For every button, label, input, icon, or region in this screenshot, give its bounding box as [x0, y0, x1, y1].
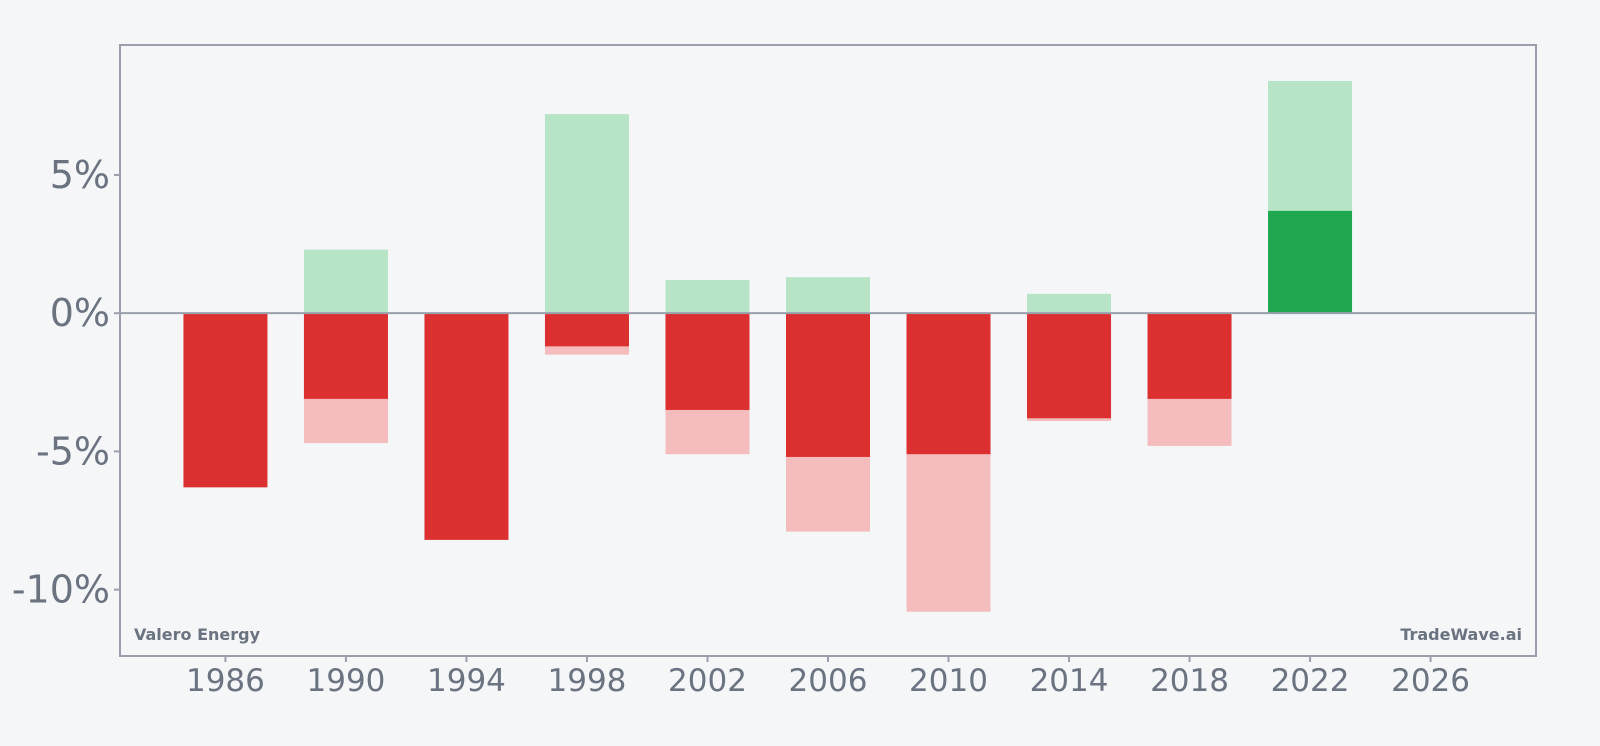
x-tick-label: 1986 — [186, 663, 265, 699]
x-tick-label: 1990 — [307, 663, 386, 699]
bars-layer — [183, 80, 1353, 612]
x-tick-label: 2006 — [789, 663, 868, 699]
bar-value-1986 — [183, 313, 268, 488]
y-tick-label: 0% — [50, 291, 110, 335]
bar-positive-range-2014 — [1027, 293, 1112, 314]
y-tick-label: -5% — [36, 429, 110, 473]
x-tick-label: 2010 — [909, 663, 988, 699]
bar-positive-range-2006 — [786, 277, 870, 314]
bar-positive-range-1998 — [544, 114, 629, 314]
watermark-left: Valero Energy — [134, 625, 261, 644]
x-tick-label: 1994 — [427, 663, 506, 699]
x-tick-label: 2014 — [1030, 663, 1109, 699]
bar-value-2014 — [1027, 313, 1112, 419]
x-tick-label: 2022 — [1271, 663, 1350, 699]
bar-value-1990 — [303, 313, 388, 399]
y-tick-label: 5% — [50, 153, 110, 197]
watermark-right: TradeWave.ai — [1400, 625, 1522, 644]
x-tick-label: 2026 — [1391, 663, 1470, 699]
bar-value-1994 — [424, 313, 509, 540]
bar-value-2006 — [786, 313, 870, 457]
bar-value-2010 — [906, 313, 991, 455]
y-tick-label: -10% — [12, 568, 110, 612]
x-axis: 1986 1990 1994 1998 2002 2006 2010 2014 2018 2022… — [186, 656, 1470, 699]
bar-positive-range-2002 — [665, 280, 750, 314]
y-axis: 5% 0% -5% -10% — [12, 153, 120, 612]
x-tick-label: 2002 — [668, 663, 747, 699]
bar-value-1998 — [544, 313, 629, 347]
bar-value-2002 — [665, 313, 750, 410]
x-tick-label: 2018 — [1150, 663, 1229, 699]
x-tick-label: 1998 — [548, 663, 627, 699]
bar-value-2022 — [1268, 210, 1353, 314]
bar-value-2018 — [1147, 313, 1232, 399]
bar-positive-range-1990 — [303, 249, 388, 314]
